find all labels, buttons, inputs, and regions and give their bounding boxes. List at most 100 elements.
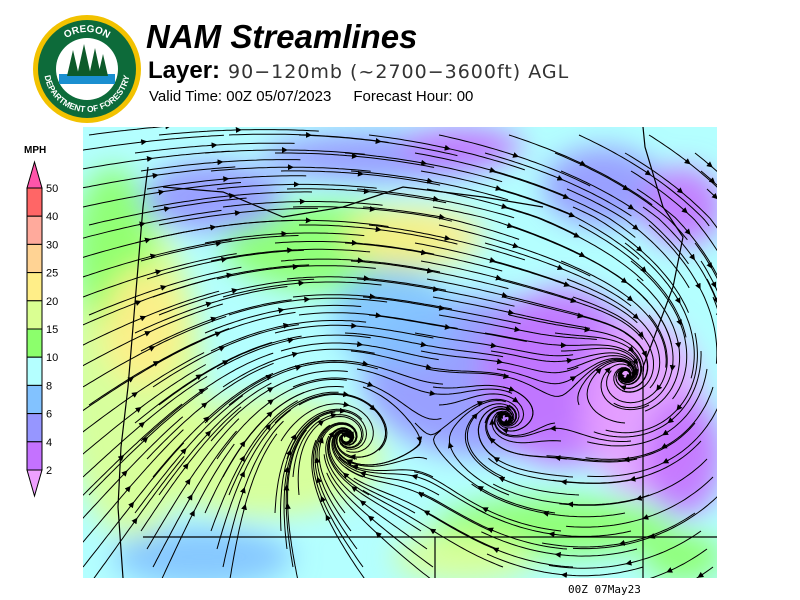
streamline-arrow <box>710 281 717 289</box>
streamline-arrow <box>267 399 274 406</box>
streamline-arrow <box>512 396 519 403</box>
streamline-arrow <box>648 533 656 539</box>
streamline-arrow <box>416 435 423 443</box>
streamline-arrow <box>317 420 325 427</box>
streamline-arrow <box>239 486 246 494</box>
streamline-arrow <box>423 510 431 516</box>
streamline-arrow <box>625 559 633 566</box>
legend-over-triangle <box>26 160 43 189</box>
streamline-arrow <box>195 374 203 381</box>
streamline-arrow <box>139 315 147 322</box>
streamline-arrow <box>283 466 290 474</box>
streamline-arrow <box>565 357 573 364</box>
streamline-arrow <box>662 457 670 464</box>
streamline-arrow <box>711 192 717 200</box>
streamline-arrow <box>548 531 556 538</box>
streamline-arrow <box>366 381 374 387</box>
streamline-arrow <box>579 160 587 166</box>
streamline-arrow <box>230 288 238 294</box>
time-info: Valid Time: 00Z 05/07/2023 Forecast Hour:… <box>149 88 473 105</box>
streamline-arrow <box>367 515 375 522</box>
streamline-arrow <box>507 309 515 316</box>
streamline-arrow <box>640 266 647 273</box>
legend-label: 50 <box>46 183 58 195</box>
streamline-arrow <box>141 436 149 444</box>
streamline-arrow <box>182 462 189 470</box>
streamline-arrow <box>163 206 171 213</box>
streamline-arrow <box>205 301 213 308</box>
streamline-arrow <box>349 453 357 460</box>
legend-label: 8 <box>46 380 52 392</box>
streamline-arrow <box>374 226 382 233</box>
streamline-arrow <box>146 156 153 162</box>
legend-swatch <box>26 187 43 217</box>
streamline-arrow <box>488 257 496 263</box>
streamline-arrow <box>359 471 367 478</box>
streamline-arrow <box>239 440 246 448</box>
streamline-arrow <box>138 221 146 228</box>
streamline-arrow <box>210 316 217 323</box>
legend-swatch <box>26 272 43 302</box>
streamline-arrow <box>644 169 652 176</box>
streamline-arrow <box>159 285 167 291</box>
streamline-arrow <box>417 492 425 498</box>
streamline-arrow <box>488 166 496 173</box>
legend-label: 25 <box>46 268 58 280</box>
legend-label: 20 <box>46 296 58 308</box>
svg-text:OREGON: OREGON <box>62 24 112 41</box>
layer-label: Layer: <box>148 57 221 84</box>
streamline-arrow <box>556 264 564 271</box>
streamline-arrow <box>622 184 629 191</box>
streamline-arrow <box>225 272 233 279</box>
streamline-arrow <box>214 331 222 338</box>
streamline-arrow <box>676 404 683 411</box>
streamline-arrow <box>239 470 245 478</box>
streamline <box>712 296 717 310</box>
streamline-arrow <box>317 437 324 444</box>
streamline-arrow <box>186 493 193 501</box>
streamline-arrow <box>493 457 501 463</box>
streamline-arrow <box>494 185 502 191</box>
streamline-arrow <box>374 312 382 319</box>
streamline-arrow <box>684 158 691 165</box>
streamline-arrow <box>356 341 364 348</box>
streamline-arrow <box>128 501 135 509</box>
streamline-arrow <box>342 391 350 398</box>
streamline-arrow <box>320 495 327 503</box>
streamline-arrow <box>241 503 247 511</box>
streamline-arrow <box>676 319 682 326</box>
legend-swatch <box>26 215 43 245</box>
streamline-arrow <box>426 177 434 184</box>
streamline-arrow <box>492 547 500 554</box>
streamline-arrow <box>562 193 570 199</box>
streamline-arrow <box>569 297 577 304</box>
valid-time: Valid Time: 00Z 05/07/2023 <box>149 88 332 105</box>
legend-swatch <box>26 300 43 330</box>
streamline-arrow <box>632 358 638 365</box>
layer-value: 90−120mb (~2700−3600ft) AGL <box>228 61 570 83</box>
streamline-arrow <box>426 267 434 274</box>
legend-label: 6 <box>46 409 52 421</box>
streamline-arrow <box>706 161 713 168</box>
streamline-arrow <box>346 460 353 466</box>
streamline-arrow <box>568 211 576 218</box>
streamline-arrow <box>200 402 208 409</box>
streamline-arrow <box>152 361 160 367</box>
streamline-arrow <box>264 423 272 431</box>
streamline-arrow <box>656 384 663 391</box>
streamline-arrow <box>184 478 191 486</box>
streamline-arrow <box>144 331 151 337</box>
streamline-arrow <box>267 387 274 393</box>
streamline-arrow <box>342 401 350 408</box>
streamline-arrow <box>676 187 684 194</box>
streamline-arrow <box>277 307 285 314</box>
streamline-arrow <box>443 144 451 151</box>
streamline-arrow <box>689 253 696 261</box>
streamline-arrow <box>325 514 332 522</box>
streamline-arrow <box>662 429 669 436</box>
streamline-arrow <box>713 296 717 304</box>
timestamp: 00Z 07May23 <box>568 583 641 596</box>
streamline-arrow <box>429 528 437 535</box>
streamline-arrow <box>569 376 577 382</box>
streamline-arrow <box>420 341 427 348</box>
